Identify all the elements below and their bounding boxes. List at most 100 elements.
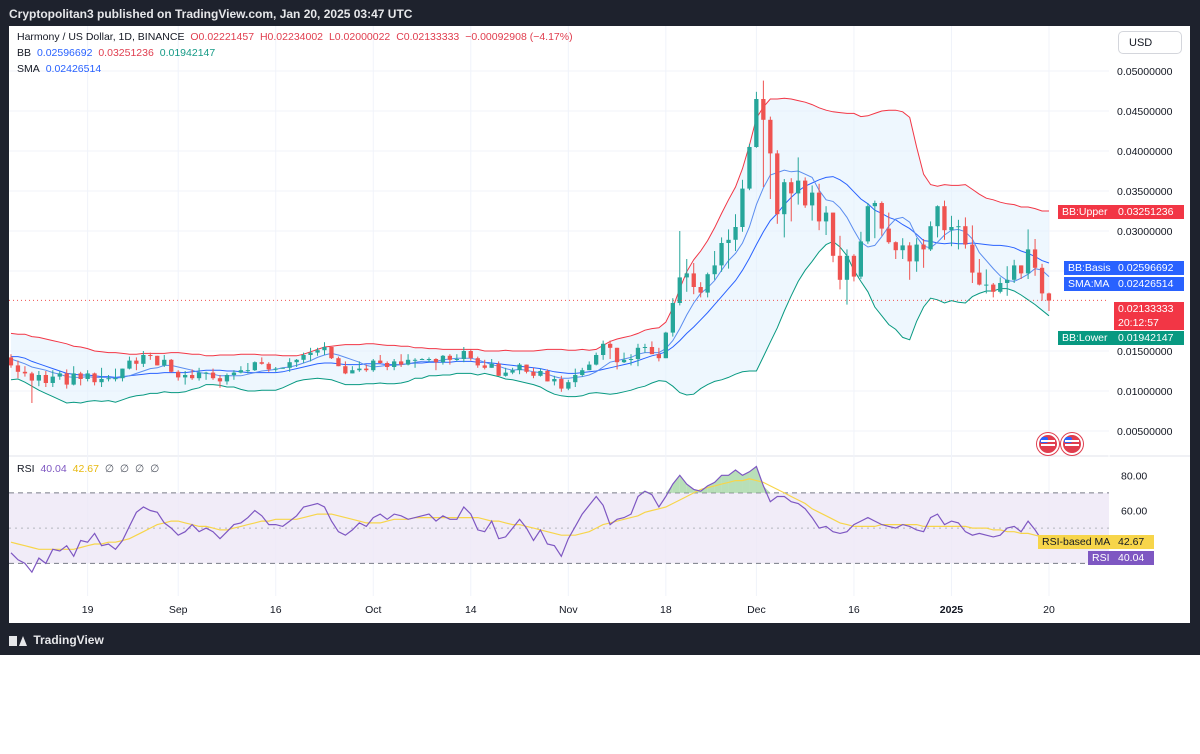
candle-body: [677, 277, 682, 303]
candle-body: [872, 203, 877, 207]
rsi-indicator-label[interactable]: RSI: [17, 463, 35, 475]
us-flag-event-icon[interactable]: [1037, 433, 1059, 455]
rsi-overbought-fill: [735, 470, 743, 493]
candle-body: [238, 370, 243, 373]
sma-tag-value: 0.02426514: [1114, 277, 1184, 291]
change-value: −0.00092908 (−4.17%): [465, 31, 573, 43]
rsi-ma-tag-label: RSI-based MA: [1038, 535, 1114, 549]
sma-legend[interactable]: SMA 0.02426514: [17, 63, 104, 75]
candle-body: [440, 355, 446, 363]
low-value: L0.02000022: [328, 31, 391, 43]
chart-panel[interactable]: 0.05000000 0.04500000 0.04000000 0.03500000…: [9, 26, 1190, 623]
time-axis-tick: 18: [660, 604, 672, 616]
candle-body: [224, 375, 230, 382]
sma-tag-label: SMA:MA: [1064, 277, 1114, 291]
candle-body: [1039, 267, 1045, 294]
candle-body: [29, 373, 34, 381]
candle-body: [287, 362, 292, 368]
close-value: C0.02133333: [396, 31, 460, 43]
sma-value: 0.02426514: [45, 63, 102, 75]
bb-lower-line: [10, 240, 1050, 404]
candle-body: [482, 365, 487, 368]
candle-body: [1012, 265, 1017, 280]
countdown-tag: 20:12:57: [1114, 316, 1184, 330]
candle-body: [308, 352, 313, 355]
candle-body: [85, 373, 90, 379]
candle-body: [176, 371, 181, 378]
candle-body: [71, 373, 76, 385]
bb-legend[interactable]: BB 0.02596692 0.03251236 0.01942147: [17, 47, 218, 59]
chart-canvas[interactable]: 0.05000000 0.04500000 0.04000000 0.03500000…: [9, 26, 1190, 623]
candle-body: [740, 188, 745, 227]
candle-body: [294, 359, 299, 363]
candle-body: [517, 364, 522, 371]
rsi-overbought-fill: [756, 466, 764, 493]
candle-body: [580, 370, 585, 375]
candle-body: [768, 119, 773, 154]
candle-body: [447, 355, 452, 360]
candle-body: [22, 371, 28, 374]
candle-body: [830, 212, 836, 256]
candle-body: [1025, 249, 1031, 274]
rsi-overbought-fill: [707, 482, 715, 493]
candle-body: [203, 372, 209, 374]
candle-body: [489, 363, 494, 368]
candle-body: [684, 273, 689, 278]
rsi-overbought-fill: [665, 484, 673, 493]
candle-body: [712, 265, 717, 275]
candle-body: [594, 355, 599, 365]
bb-indicator-label[interactable]: BB: [17, 47, 32, 59]
candle-body: [15, 365, 21, 372]
candle-body: [970, 244, 975, 273]
last-price-tag: 0.02133333: [1114, 302, 1184, 316]
candle-body: [921, 244, 926, 250]
rsi-legend[interactable]: RSI 40.04 42.67 ∅ ∅ ∅ ∅: [17, 463, 162, 475]
rsi-tag-label: RSI: [1088, 551, 1114, 565]
candle-body: [956, 226, 961, 228]
candle-body: [719, 243, 724, 266]
candle-body: [810, 192, 815, 206]
candle-body: [357, 368, 362, 371]
candle-body: [545, 371, 550, 382]
candle-body: [385, 363, 390, 367]
candle-body: [433, 359, 439, 363]
candle-body: [691, 273, 696, 287]
rsi-overbought-fill: [714, 475, 722, 493]
candle-body: [273, 368, 278, 370]
time-axis-tick: 19: [82, 604, 94, 616]
bb-upper-line: [10, 97, 1049, 357]
candle-body: [754, 99, 759, 147]
bb-upper-tag-label: BB:Upper: [1058, 205, 1126, 219]
price-axis-tick: 0.00500000: [1117, 426, 1173, 438]
candle-body: [378, 360, 383, 363]
candle-body: [231, 372, 237, 375]
candle-body: [823, 212, 829, 222]
symbol-title[interactable]: Harmony / US Dollar, 1D, BINANCE: [17, 31, 185, 43]
currency-button[interactable]: USD: [1118, 31, 1182, 54]
rsi-line: [10, 465, 1050, 574]
candle-body: [57, 373, 62, 377]
rsi-axis-tick: 80.00: [1121, 470, 1147, 482]
candle-body: [120, 368, 125, 379]
symbol-legend[interactable]: Harmony / US Dollar, 1D, BINANCE O0.0222…: [17, 31, 576, 43]
candle-body: [183, 375, 188, 378]
candle-body: [141, 355, 146, 364]
candle-body: [1019, 265, 1024, 274]
candle-body: [475, 358, 480, 366]
published-chart-frame: Cryptopolitan3 published on TradingView.…: [0, 0, 1200, 655]
bb-basis-tag-label: BB:Basis: [1064, 261, 1114, 275]
rsi-overbought-fill: [686, 484, 694, 493]
candle-body: [552, 379, 557, 382]
candle-body: [9, 357, 14, 366]
sma-indicator-label[interactable]: SMA: [17, 63, 40, 75]
time-axis-tick: 16: [270, 604, 282, 616]
tradingview-brand: TradingView: [33, 633, 104, 647]
us-flag-event-icon[interactable]: [1061, 433, 1083, 455]
bb-lower-tag-label: BB:Lower: [1058, 331, 1114, 345]
candle-body: [775, 153, 780, 215]
candle-body: [928, 226, 933, 250]
candle-body: [1005, 279, 1010, 283]
tradingview-logo-icon: [9, 635, 27, 646]
bb-basis-line: [11, 176, 1050, 378]
candle-body: [559, 379, 564, 389]
